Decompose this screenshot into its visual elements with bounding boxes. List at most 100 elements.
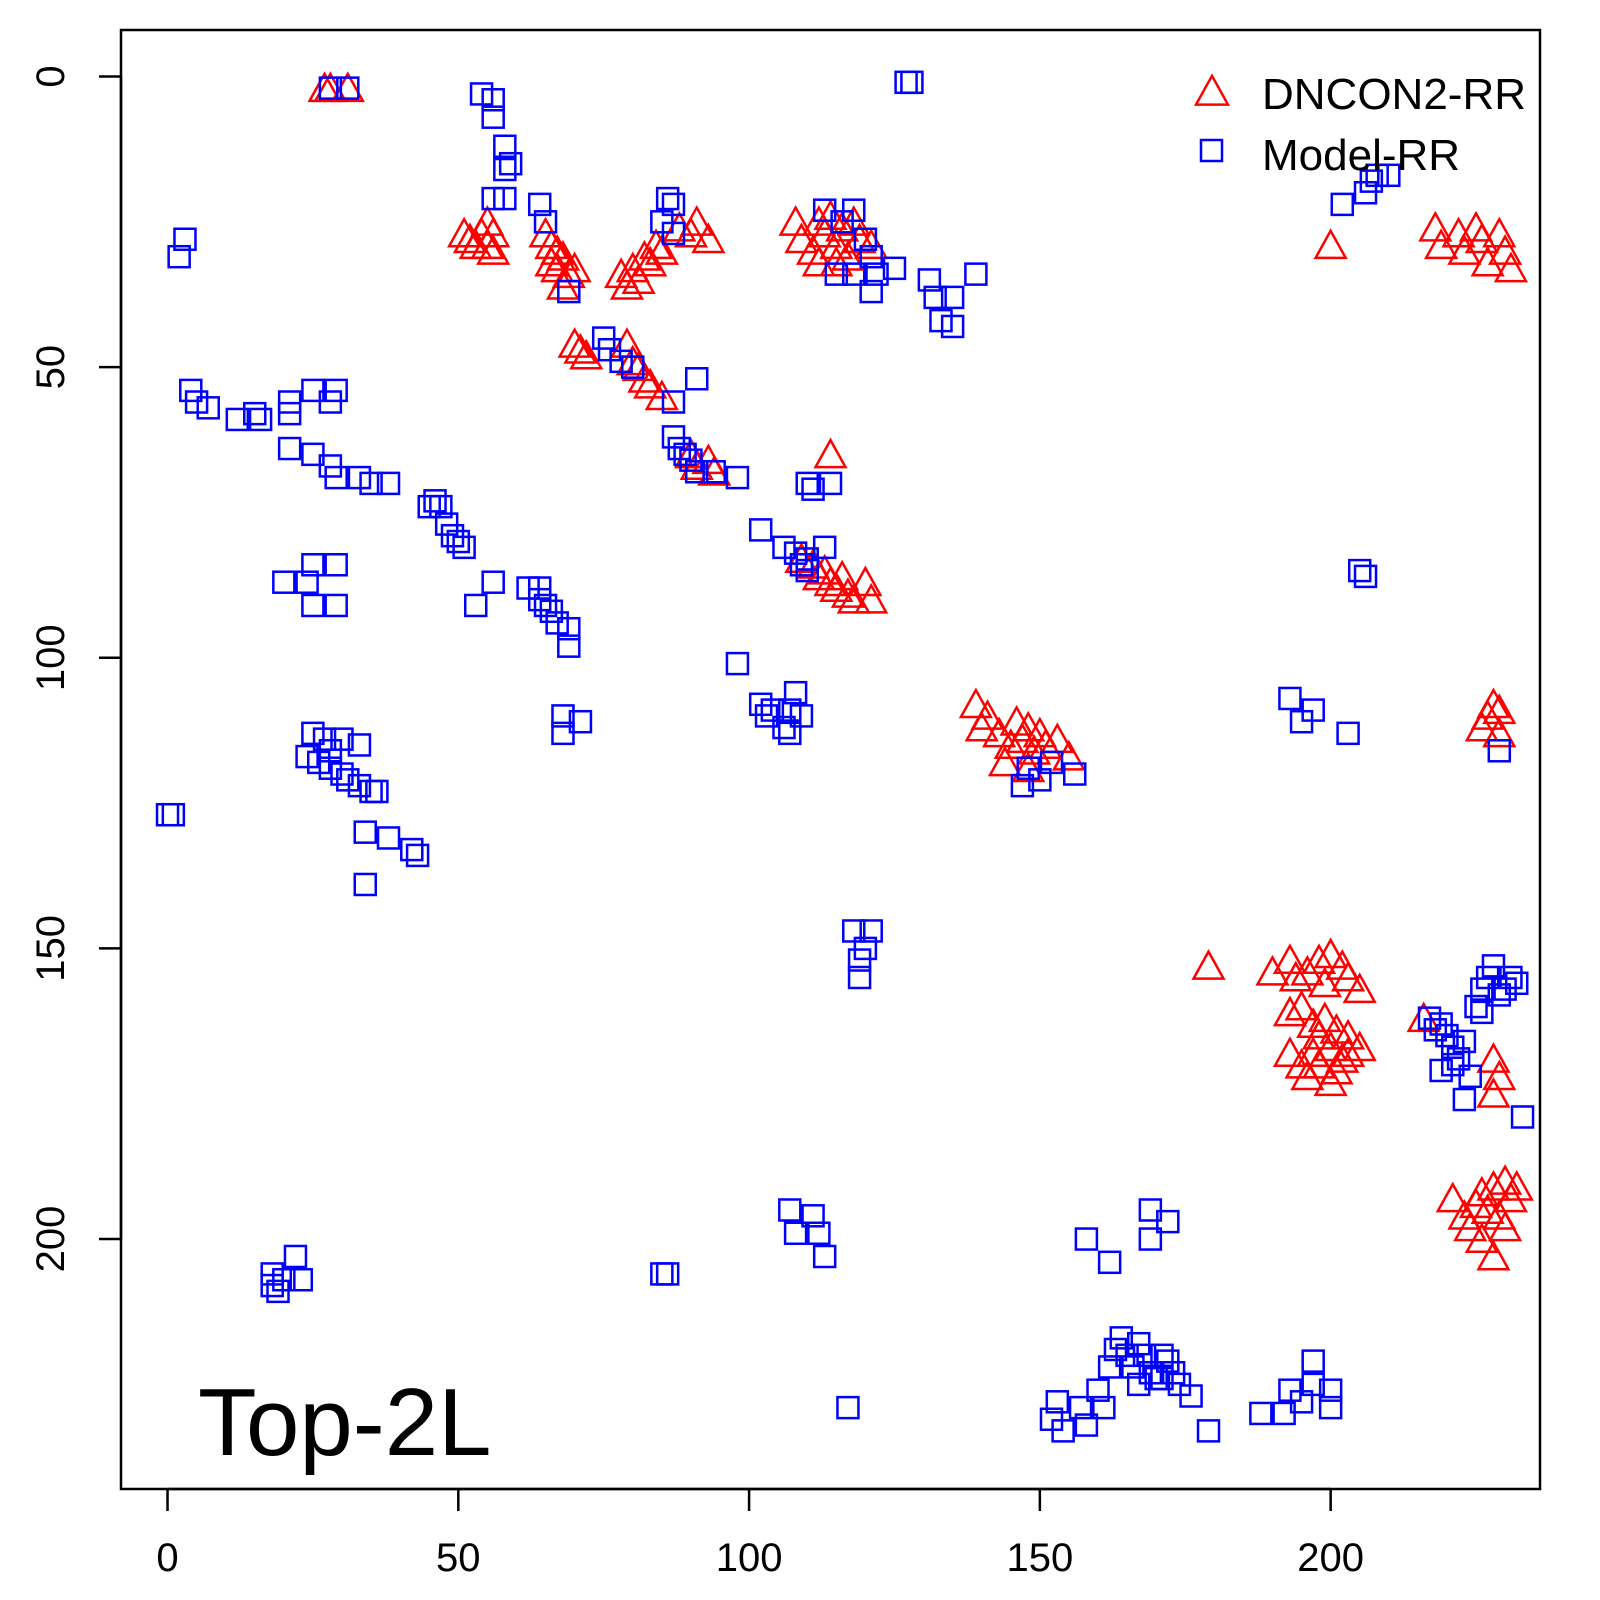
legend: DNCON2-RR Model-RR — [1193, 70, 1526, 180]
data-point — [778, 721, 802, 746]
data-point — [1470, 245, 1505, 277]
series-model-rr — [155, 70, 1535, 1443]
data-point — [1284, 989, 1319, 1021]
data-point — [1453, 1210, 1488, 1242]
data-point — [1138, 1227, 1163, 1251]
data-point — [795, 558, 819, 583]
data-point — [882, 256, 907, 281]
data-point — [819, 245, 854, 277]
data-point — [1092, 1395, 1116, 1420]
data-point — [970, 699, 1005, 730]
data-point — [481, 570, 505, 594]
data-point — [1336, 721, 1360, 746]
data-point — [725, 651, 750, 676]
data-point — [243, 401, 267, 426]
data-point — [161, 802, 186, 827]
panel-label: Top-2L — [198, 1369, 492, 1476]
data-point — [1109, 1326, 1134, 1350]
data-point — [650, 1262, 674, 1286]
data-point — [1097, 1250, 1122, 1275]
data-point — [783, 680, 808, 705]
data-point — [1150, 1366, 1174, 1391]
data-point — [621, 263, 656, 294]
data-point — [1487, 1210, 1523, 1242]
data-point — [1476, 687, 1511, 719]
data-point — [1342, 972, 1377, 1004]
data-point — [1086, 1378, 1110, 1402]
data-point — [272, 1267, 296, 1292]
data-point — [423, 489, 447, 513]
data-point — [1278, 686, 1302, 711]
data-point — [784, 222, 819, 254]
data-point — [563, 332, 598, 364]
data-point — [1313, 937, 1348, 969]
data-point — [633, 367, 668, 399]
data-point — [684, 460, 709, 484]
data-point — [859, 279, 883, 304]
data-point — [417, 494, 441, 519]
data-point — [1470, 1000, 1494, 1025]
data-point — [1330, 1036, 1366, 1068]
plot-frame — [119, 28, 1542, 1491]
y-tick-label: 100 — [29, 624, 73, 691]
data-point — [940, 314, 965, 339]
data-point — [376, 471, 401, 496]
y-tick-label: 0 — [29, 65, 73, 87]
data-point — [865, 262, 889, 286]
y-tick-label: 50 — [29, 345, 73, 390]
data-point — [330, 727, 354, 751]
data-point — [1510, 1105, 1535, 1129]
data-point — [1040, 722, 1075, 754]
data-point — [318, 76, 343, 100]
data-point — [1063, 762, 1087, 786]
data-point — [859, 919, 883, 943]
data-point — [819, 228, 854, 260]
data-point — [446, 529, 471, 554]
data-point — [725, 465, 750, 490]
legend-marker-model-rr — [1199, 138, 1224, 163]
x-tick-label: 100 — [716, 1536, 783, 1580]
data-point — [1290, 954, 1325, 986]
data-point — [1074, 1227, 1099, 1251]
data-point — [1452, 1029, 1477, 1054]
data-point — [1418, 210, 1453, 242]
data-point — [917, 268, 942, 292]
data-point — [1074, 1413, 1099, 1437]
data-point — [1028, 728, 1063, 759]
data-point — [655, 1262, 680, 1286]
data-point — [812, 535, 837, 560]
data-point — [557, 327, 592, 358]
data-point — [1179, 1384, 1203, 1408]
data-point — [1435, 1181, 1470, 1213]
data-point — [801, 1204, 825, 1228]
data-point — [1010, 773, 1035, 798]
data-point — [813, 565, 848, 597]
data-point — [347, 733, 372, 757]
data-point — [551, 704, 575, 728]
data-point — [569, 338, 604, 370]
x-tick-label: 150 — [1006, 1536, 1073, 1580]
data-point — [155, 802, 180, 827]
data-point — [476, 234, 511, 265]
data-point — [324, 465, 348, 490]
data-point — [545, 268, 581, 300]
data-point — [1458, 1064, 1482, 1089]
data-point — [958, 687, 994, 719]
data-point — [534, 228, 569, 260]
y-tick-label: 200 — [29, 1206, 73, 1273]
data-point — [557, 616, 581, 641]
data-point — [452, 535, 476, 560]
data-point — [1318, 1378, 1343, 1402]
data-point — [1272, 1036, 1308, 1068]
data-point — [813, 437, 848, 469]
data-point — [1301, 698, 1325, 722]
data-point — [1499, 965, 1523, 990]
data-point — [173, 227, 197, 252]
data-point — [464, 593, 488, 618]
data-point — [493, 186, 517, 211]
data-point — [1424, 228, 1459, 260]
data-point — [662, 210, 697, 242]
data-point — [1278, 960, 1313, 992]
data-point — [1132, 1343, 1157, 1368]
data-point — [894, 70, 918, 95]
